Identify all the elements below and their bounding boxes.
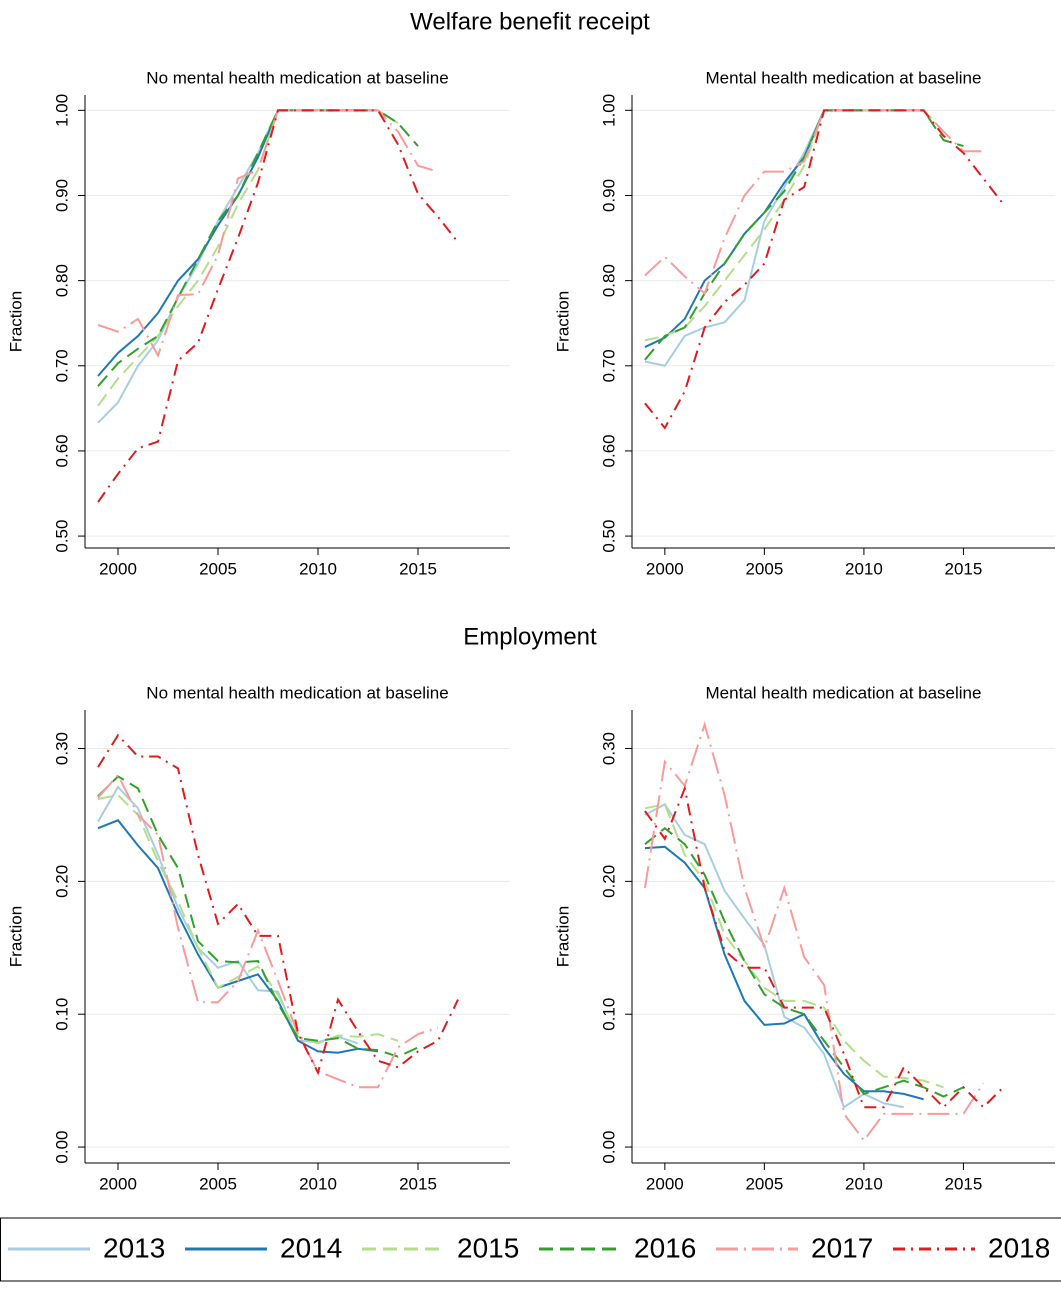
series-line — [97, 733, 459, 1076]
y-tick-label: 0.50 — [52, 520, 71, 553]
y-tick-label: 0.70 — [599, 349, 618, 382]
x-tick-label: 2000 — [99, 559, 137, 578]
y-tick-label: 0.20 — [52, 865, 71, 898]
series-line — [644, 109, 964, 361]
legend-label: 2014 — [280, 1232, 342, 1263]
y-tick-label: 0.60 — [599, 434, 618, 467]
y-tick-label: 0.80 — [52, 264, 71, 297]
series-line — [644, 109, 945, 342]
y-tick-label: 0.60 — [52, 434, 71, 467]
series-line — [644, 845, 924, 1101]
series-line — [97, 109, 459, 503]
x-tick-label: 2005 — [745, 1174, 783, 1193]
x-tick-label: 2010 — [299, 1174, 337, 1193]
x-tick-label: 2005 — [745, 559, 783, 578]
series-line — [97, 109, 439, 359]
y-tick-label: 0.70 — [52, 349, 71, 382]
series-line — [644, 803, 944, 1089]
series-line — [97, 775, 419, 1058]
y-tick-label: 0.10 — [599, 998, 618, 1031]
y-tick-label: 0.20 — [599, 865, 618, 898]
y-tick-label: 0.00 — [52, 1131, 71, 1164]
y-tick-label: 0.00 — [599, 1131, 618, 1164]
x-tick-label: 2010 — [299, 559, 337, 578]
legend-label: 2017 — [811, 1232, 873, 1263]
x-tick-label: 2000 — [646, 1174, 684, 1193]
y-tick-label: 0.90 — [52, 179, 71, 212]
y-tick-label: 1.00 — [599, 94, 618, 127]
x-tick-label: 2015 — [399, 1174, 437, 1193]
x-tick-label: 2000 — [99, 1174, 137, 1193]
y-tick-label: 0.80 — [599, 264, 618, 297]
legend-label: 2015 — [457, 1232, 519, 1263]
panel-title: No mental health medication at baseline — [146, 683, 448, 702]
series-line — [97, 793, 399, 1045]
x-tick-label: 2005 — [199, 559, 237, 578]
x-tick-label: 2010 — [845, 559, 883, 578]
y-tick-label: 0.90 — [599, 179, 618, 212]
panel-title: No mental health medication at baseline — [146, 68, 448, 87]
y-tick-label: 1.00 — [52, 94, 71, 127]
x-tick-label: 2015 — [945, 559, 983, 578]
y-axis-label: Fraction — [6, 906, 25, 967]
y-axis-label: Fraction — [553, 906, 572, 967]
y-tick-label: 0.10 — [52, 998, 71, 1031]
section-title: Welfare benefit receipt — [410, 8, 650, 35]
y-tick-label: 0.30 — [599, 732, 618, 765]
series-line — [644, 109, 1005, 430]
panel-title: Mental health medication at baseline — [706, 683, 982, 702]
x-tick-label: 2015 — [399, 559, 437, 578]
series-line — [644, 784, 1004, 1109]
y-axis-label: Fraction — [6, 291, 25, 352]
section-title: Employment — [463, 623, 597, 650]
legend-label: 2016 — [634, 1232, 696, 1263]
y-tick-label: 0.30 — [52, 732, 71, 765]
panel-title: Mental health medication at baseline — [706, 68, 982, 87]
series-line — [97, 773, 439, 1089]
series-line — [644, 803, 904, 1109]
series-line — [644, 826, 964, 1098]
legend-label: 2013 — [103, 1232, 165, 1263]
y-tick-label: 0.50 — [599, 520, 618, 553]
x-tick-label: 2005 — [199, 1174, 237, 1193]
x-tick-label: 2010 — [845, 1174, 883, 1193]
legend-box — [0, 1217, 1061, 1282]
legend-label: 2018 — [988, 1232, 1050, 1263]
x-tick-label: 2015 — [945, 1174, 983, 1193]
y-axis-label: Fraction — [553, 291, 572, 352]
series-line — [644, 109, 984, 296]
x-tick-label: 2000 — [646, 559, 684, 578]
